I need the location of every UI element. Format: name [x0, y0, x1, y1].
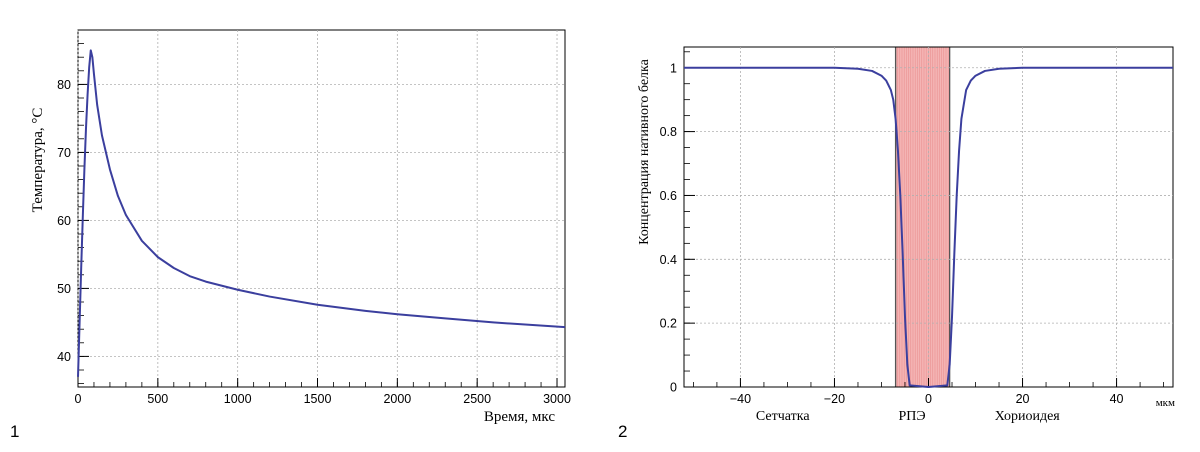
y-tick-label: 40: [57, 350, 71, 364]
x-tick-label: 0: [925, 392, 932, 406]
panel-label-1: 1: [10, 422, 19, 441]
series-line: [77, 49, 566, 377]
y-tick-label: 0: [670, 381, 677, 395]
y-tick-label: 50: [57, 282, 71, 296]
region-labels: Сетчатка РПЭ Хориоидея: [756, 409, 1060, 424]
y-tick-label: 0.2: [660, 317, 677, 331]
region-label: Хориоидея: [995, 409, 1061, 424]
x-tick-label: −20: [824, 392, 845, 406]
ticks: −40 −20 0 20 40 0 0.2 0.4 0.6 0.8 1: [660, 51, 1164, 406]
rpe-band: [895, 47, 950, 387]
x-tick-label: −40: [730, 392, 751, 406]
temperature-chart: 0 500 1000 1500 2000 2500 3000 40 50 60 70 80 Время…: [10, 29, 571, 441]
x-tick-label: 2000: [383, 392, 411, 406]
x-axis-unit: мкм: [1156, 397, 1175, 409]
y-tick-label: 1: [670, 61, 677, 75]
ticks: 0 500 1000 1500 2000 2500 3000 40 50 60 70 80: [57, 29, 571, 406]
x-tick-label: 3000: [543, 392, 571, 406]
x-tick-label: 1500: [304, 392, 332, 406]
protein-concentration-chart: −40 −20 0 20 40 0 0.2 0.4 0.6 0.8 1 Сетчатка РПЭ Хор…: [618, 46, 1175, 441]
x-tick-label: 1000: [224, 392, 252, 406]
y-tick-label: 0.6: [660, 189, 677, 203]
y-tick-label: 70: [57, 146, 71, 160]
series-line: [684, 66, 1173, 388]
panel-label-2: 2: [618, 422, 627, 441]
grid: [77, 30, 565, 387]
x-axis-label: Время, мкс: [484, 409, 555, 425]
x-tick-label: 40: [1110, 392, 1124, 406]
x-tick-label: 20: [1016, 392, 1030, 406]
y-axis-label: Температура, °C: [30, 108, 46, 213]
y-tick-label: 0.8: [660, 125, 677, 139]
plot-frame: [77, 29, 566, 388]
x-tick-label: 2500: [463, 392, 491, 406]
x-tick-label: 0: [75, 392, 82, 406]
y-tick-label: 80: [57, 78, 71, 92]
region-label: Сетчатка: [756, 409, 810, 424]
y-axis-label: Концентрация нативного белка: [637, 58, 652, 244]
series: [77, 49, 566, 377]
series: [684, 66, 1173, 388]
y-tick-label: 0.4: [660, 253, 677, 267]
region-label: РПЭ: [898, 409, 925, 424]
y-tick-label: 60: [57, 214, 71, 228]
x-tick-label: 500: [147, 392, 168, 406]
